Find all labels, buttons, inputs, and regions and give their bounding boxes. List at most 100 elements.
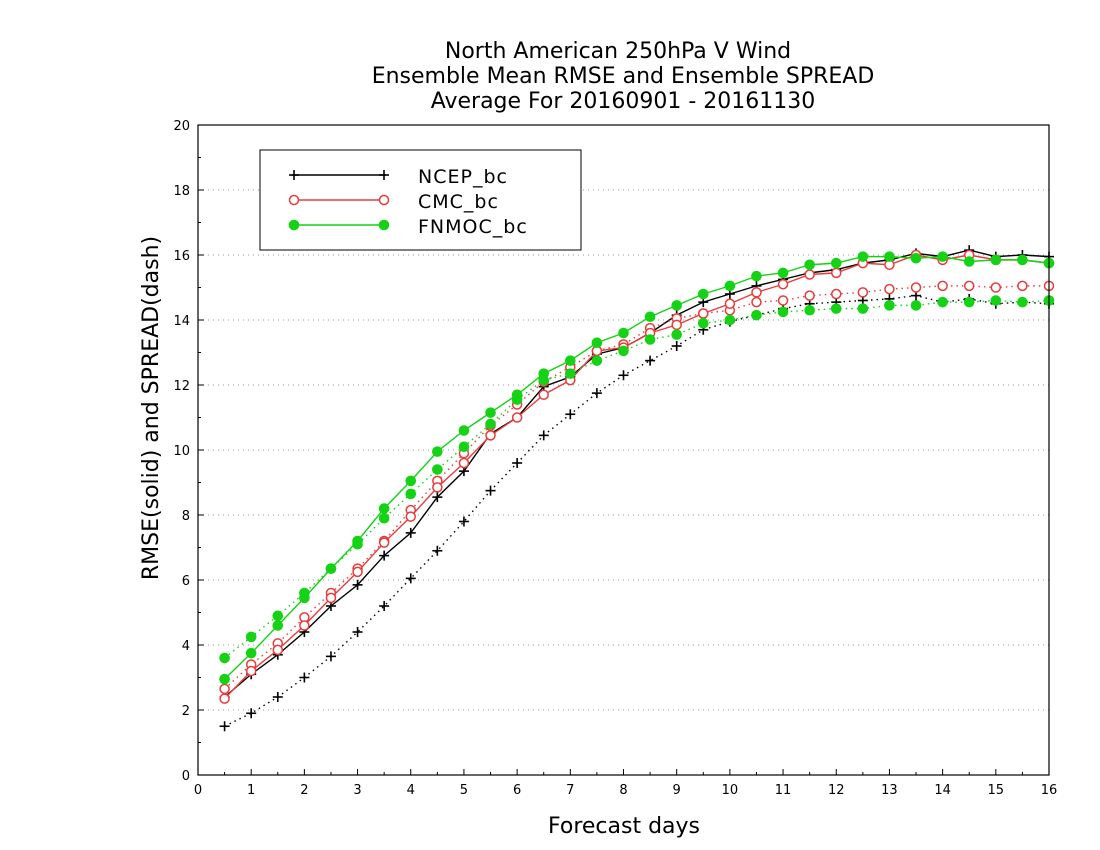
y-tick-label-14: 14 [173,314,190,329]
grid-lines [198,189,1049,711]
cmc-bc-rmse-point [299,620,310,631]
fnmoc-bc-spread-point [804,304,815,316]
series-ncep-bc [219,245,1054,732]
cmc-bc-spread-point [937,280,948,292]
fnmoc-bc-rmse-point [485,407,496,418]
cmc-bc-spread-point [751,296,762,308]
y-tick-label-8: 8 [182,509,190,524]
cmc-bc-rmse-point [405,511,416,522]
ncep-bc-spread-point [645,355,656,366]
legend-label-cmc: CMC_bc [418,191,499,213]
ncep-bc-spread-point [272,692,283,702]
cmc-bc-rmse-point [511,412,523,423]
fnmoc-bc-rmse-point [405,475,417,487]
ncep-bc-spread-point [512,458,523,468]
cmc-bc-spread-line [224,285,1049,690]
fnmoc-bc-rmse-point [697,288,709,300]
ncep-bc-spread-point [379,601,390,611]
fnmoc-bc-rmse-point [830,257,842,269]
ncep-bc-spread-point [352,627,363,637]
x-tick-label-3: 3 [353,783,361,798]
ncep-bc-spread-point [591,388,602,399]
fnmoc-bc-rmse-point [538,368,550,379]
cmc-bc-rmse-point [698,308,709,319]
y-tick-label-6: 6 [182,574,190,589]
legend-marker-fnmoc-bc-end [378,219,390,231]
fnmoc-bc-rmse-point [219,673,230,685]
fnmoc-bc-rmse-point [458,425,470,436]
y-tick-label-0: 0 [182,769,190,784]
chart-title: North American 250hPa V Wind Ensemble Me… [372,39,875,114]
fnmoc-bc-rmse-point [751,270,762,282]
cmc-bc-spread-point [804,290,815,301]
title-line-2: Ensemble Mean RMSE and Ensemble SPREAD [372,64,875,89]
fnmoc-bc-spread-point [565,368,576,379]
y-tick-label-12: 12 [173,379,190,394]
ncep-bc-spread-point [565,409,576,420]
x-tick-label-6: 6 [513,783,521,798]
legend: NCEP_bc CMC_bc FNMOC_bc [259,149,582,251]
cmc-bc-rmse-point [538,389,549,400]
x-axis-label: Forecast days [548,814,700,839]
title-line-3: Average For 20160901 - 20161130 [431,89,816,114]
fnmoc-bc-spread-point [432,464,443,475]
series-fnmoc-bc [219,251,1055,685]
cmc-bc-spread-point [1017,280,1028,292]
x-axis: 0 1 2 3 4 5 6 7 8 9 10 11 12 13 14 15 16 [194,769,1057,798]
ncep-bc-rmse-point [432,492,443,503]
y-tick-label-16: 16 [173,249,190,264]
x-tick-label-7: 7 [566,783,574,798]
ncep-bc-spread-point [538,430,549,441]
fnmoc-bc-rmse-point [857,251,869,262]
ncep-bc-rmse-point [379,550,390,561]
fnmoc-bc-rmse-point [1017,254,1028,266]
fnmoc-bc-rmse-point [378,503,390,514]
fnmoc-bc-spread-point [405,488,417,500]
fnmoc-bc-spread-point [697,317,709,329]
fnmoc-bc-spread-point [272,610,284,622]
fnmoc-bc-spread-point [591,355,603,366]
cmc-bc-rmse-point [272,644,284,656]
fnmoc-bc-rmse-point [804,259,815,271]
cmc-bc-spread-point [990,282,1002,293]
x-tick-label-9: 9 [673,783,681,798]
x-tick-label-2: 2 [300,783,308,798]
ncep-bc-spread-point [618,370,629,381]
cmc-bc-spread-point [910,282,922,293]
fnmoc-bc-rmse-point [990,254,1002,266]
cmc-bc-spread-point [777,295,789,306]
cmc-bc-rmse-point [325,592,337,604]
fnmoc-bc-spread-point [644,334,656,345]
cmc-bc-rmse-point [804,269,815,280]
cmc-bc-rmse-point [245,665,257,677]
x-tick-label-14: 14 [934,783,951,798]
fnmoc-bc-spread-point [245,631,257,643]
fnmoc-bc-rmse-point [591,337,603,349]
y-tick-label-18: 18 [173,184,190,199]
cmc-bc-spread-point [857,287,869,298]
cmc-bc-rmse-point [352,566,363,578]
fnmoc-bc-rmse-point [644,311,656,323]
legend-marker-ncep-bc-start [289,170,299,180]
fnmoc-bc-spread-point [990,295,1002,306]
fnmoc-bc-spread-point [458,441,470,453]
fnmoc-bc-spread-point [884,300,895,311]
y-tick-label-2: 2 [182,704,190,719]
cmc-bc-rmse-point [378,537,390,548]
fnmoc-bc-rmse-point [937,251,948,262]
x-tick-label-8: 8 [619,783,627,798]
ncep-bc-spread-point [299,672,310,683]
ncep-bc-spread-point [432,545,443,556]
fnmoc-bc-rmse-point [299,592,310,604]
fnmoc-bc-spread-point [910,300,922,311]
cmc-bc-rmse-point [671,319,682,331]
x-tick-label-0: 0 [194,783,202,798]
x-tick-label-1: 1 [247,783,255,798]
ncep-bc-spread-point [458,516,469,527]
fnmoc-bc-spread-point [671,329,682,340]
x-tick-label-5: 5 [460,783,468,798]
cmc-bc-spread-point [831,288,842,300]
series-layer [219,245,1055,732]
ncep-bc-rmse-line [224,249,1050,698]
ncep-bc-spread-point [219,721,230,732]
